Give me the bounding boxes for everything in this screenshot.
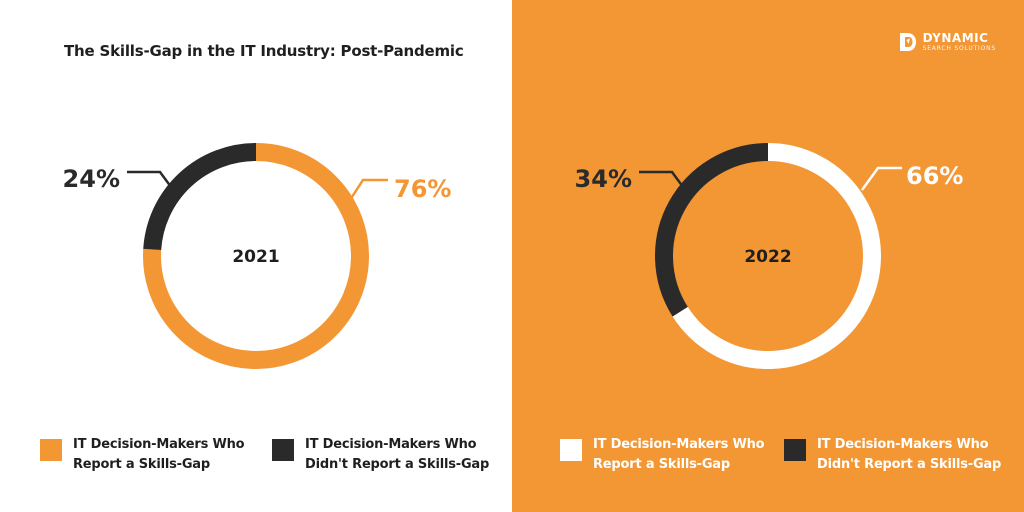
leader-line (639, 170, 688, 192)
legend-swatch (272, 439, 294, 461)
logo-name: DYNAMIC (922, 31, 989, 45)
legend-label: IT Decision-Makers Who Didn't Report a S… (305, 437, 490, 472)
donut-slice-report (143, 143, 369, 369)
dynamic-logo-icon (899, 33, 916, 51)
legend-label: IT Decision-Makers Who Report a Skills-G… (593, 437, 765, 472)
leader-line (860, 166, 902, 191)
percent-label-no-report: 24% (63, 165, 120, 193)
panel-2022: DYNAMIC SEARCH SOLUTIONS 66% 34% 2022 IT D… (512, 0, 1024, 512)
percent-label-report: 76% (394, 175, 451, 203)
donut-chart-2022: 66% 34% 2022 (575, 143, 963, 369)
legend-swatch (784, 439, 806, 461)
legend-item-report-2022: IT Decision-Makers Who Report a Skills-G… (560, 435, 765, 475)
donut-slice-no-report (655, 143, 769, 317)
logo-subtitle: SEARCH SOLUTIONS (922, 45, 996, 52)
percent-label-no-report: 34% (575, 165, 632, 193)
center-year-label: 2022 (744, 247, 791, 267)
center-year-label: 2021 (232, 247, 279, 267)
brand-logo: DYNAMIC SEARCH SOLUTIONS (898, 28, 996, 56)
donut-slice-no-report (143, 143, 257, 251)
chart-title: The Skills-Gap in the IT Industry: Post-… (64, 42, 464, 60)
leader-line (348, 178, 388, 201)
donut-slice-report (672, 143, 881, 369)
percent-label-report: 66% (906, 162, 963, 190)
legend-item-no-report-2021: IT Decision-Makers Who Didn't Report a S… (272, 435, 489, 475)
legend-item-report-2021: IT Decision-Makers Who Report a Skills-G… (40, 435, 245, 475)
legend-swatch (40, 439, 62, 461)
legend-label: IT Decision-Makers Who Didn't Report a S… (817, 437, 1002, 472)
legend-swatch (560, 439, 582, 461)
donut-chart-2021: 76% 24% 2021 (63, 143, 451, 369)
legend-item-no-report-2022: IT Decision-Makers Who Didn't Report a S… (784, 435, 1001, 475)
panel-2021: The Skills-Gap in the IT Industry: Post-… (40, 42, 490, 475)
leader-line (127, 170, 176, 192)
legend-label: IT Decision-Makers Who Report a Skills-G… (73, 437, 245, 472)
